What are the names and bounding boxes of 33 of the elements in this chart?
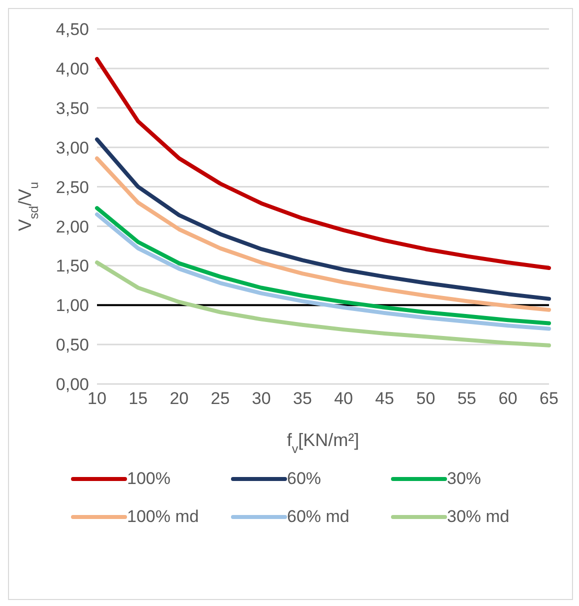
line-series bbox=[95, 137, 551, 301]
line-series bbox=[95, 56, 551, 270]
legend-label: 100% bbox=[127, 469, 170, 489]
y-tick-label: 2,00 bbox=[56, 217, 89, 236]
line-series bbox=[95, 260, 551, 348]
x-tick-label: 30 bbox=[252, 389, 271, 408]
legend-label: 60% md bbox=[287, 507, 350, 527]
legend-label: 30% md bbox=[447, 507, 510, 527]
y-tick-label: 2,50 bbox=[56, 178, 89, 197]
y-tick-label: 1,00 bbox=[56, 296, 89, 316]
y-tick-label: 4,00 bbox=[56, 59, 89, 78]
x-tick-label: 25 bbox=[210, 389, 230, 408]
y-tick-label: 3,50 bbox=[56, 98, 89, 118]
y-tick-label: 1,50 bbox=[56, 256, 89, 276]
x-tick-label: 15 bbox=[128, 389, 148, 408]
x-tick-label: 20 bbox=[170, 389, 189, 408]
x-tick-label: 50 bbox=[416, 389, 436, 408]
y-tick-label: 4,50 bbox=[56, 20, 89, 40]
legend-label: 30% bbox=[447, 469, 482, 489]
y-tick-label: 0,00 bbox=[56, 375, 89, 394]
x-tick-label: 45 bbox=[375, 389, 394, 408]
line-series bbox=[95, 156, 551, 312]
x-tick-label: 40 bbox=[334, 389, 354, 408]
x-tick-label: 35 bbox=[292, 389, 312, 408]
legend-label: 60% bbox=[287, 469, 322, 489]
x-tick-label: 55 bbox=[457, 389, 476, 408]
x-tick-label: 65 bbox=[540, 389, 558, 408]
x-axis-title: f$_{v}$[KN/m²] bbox=[286, 430, 360, 456]
y-tick-label: 3,00 bbox=[56, 138, 89, 158]
x-tick-label: 10 bbox=[88, 389, 106, 408]
legend-label: 100% md bbox=[127, 507, 199, 527]
y-tick-label: 0,50 bbox=[56, 336, 89, 355]
x-tick-label: 60 bbox=[498, 389, 518, 408]
